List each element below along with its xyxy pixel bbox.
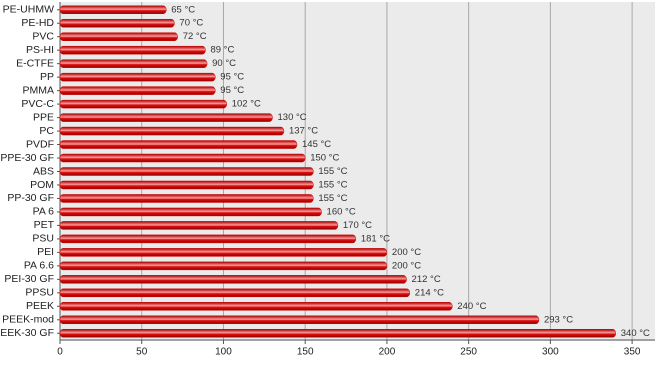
bar (59, 302, 453, 311)
y-tick-label: PSU (32, 233, 54, 245)
bar (59, 275, 407, 284)
bar (59, 5, 167, 14)
value-label: 293 °C (544, 314, 573, 325)
value-label: 70 °C (179, 18, 203, 29)
x-tick-label: 100 (215, 347, 232, 358)
bar (59, 315, 540, 325)
x-tick-label: 300 (542, 347, 559, 358)
value-label: 102 °C (232, 99, 261, 110)
y-tick-label: PPE-30 GF (0, 152, 54, 164)
y-tick-label: PVC-C (21, 98, 54, 110)
bar (59, 207, 322, 217)
value-label: 214 °C (415, 287, 444, 298)
y-tick-label: ABS (33, 165, 54, 177)
y-tick-label: PET (34, 219, 55, 231)
bar (59, 261, 388, 271)
value-label: 130 °C (278, 112, 307, 123)
bar (59, 32, 178, 41)
y-tick-label: PPE (33, 111, 54, 123)
y-tick-label: PPSU (25, 287, 54, 299)
value-label: 200 °C (392, 247, 421, 258)
y-tick-label: PS-HI (26, 44, 54, 56)
x-tick-label: 200 (379, 347, 396, 358)
x-tick-label: 50 (136, 347, 148, 358)
value-label: 181 °C (361, 233, 390, 244)
y-tick-label: PEI-30 GF (4, 273, 54, 285)
y-tick-label: PP-30 GF (7, 192, 54, 204)
bar (59, 59, 208, 68)
value-label: 95 °C (220, 72, 244, 83)
value-label: 89 °C (210, 45, 234, 56)
y-tick-label: PC (39, 125, 54, 137)
bar (59, 234, 357, 244)
y-tick-label: PEEK-mod (2, 314, 54, 326)
bar (59, 288, 411, 298)
y-tick-label: POM (30, 179, 54, 191)
value-label: 95 °C (220, 85, 244, 96)
value-label: 212 °C (412, 274, 441, 285)
y-tick-label: PVDF (26, 138, 54, 150)
bar (59, 221, 339, 230)
x-tick-label: 350 (624, 347, 641, 358)
value-label: 137 °C (289, 126, 318, 137)
bar (59, 153, 306, 163)
x-tick-label: 0 (57, 347, 63, 358)
y-tick-label: PMMA (23, 84, 55, 96)
y-tick-label: PA 6.6 (24, 260, 54, 272)
bar (59, 99, 227, 109)
value-label: 72 °C (183, 31, 207, 42)
y-tick-label: PEEK (26, 300, 54, 312)
bar (59, 18, 175, 28)
x-tick-label: 150 (297, 347, 314, 358)
bar (59, 72, 216, 82)
bar (59, 45, 206, 55)
x-tick-label: 250 (460, 347, 477, 358)
value-label: 160 °C (327, 206, 356, 217)
value-label: 155 °C (318, 179, 347, 190)
value-label: 90 °C (212, 58, 236, 69)
bar (59, 167, 314, 176)
bar (59, 126, 285, 136)
bar (59, 180, 314, 190)
y-tick-label: PP (40, 71, 54, 83)
y-tick-label: E-CTFE (16, 57, 54, 69)
bar (59, 86, 216, 95)
y-tick-label: PVC (32, 30, 54, 42)
y-tick-label: PE-HD (21, 17, 54, 29)
value-label: 65 °C (171, 4, 195, 15)
value-label: 150 °C (310, 153, 339, 164)
bar (59, 248, 388, 257)
value-label: 200 °C (392, 260, 421, 271)
y-tick-label: PE-UHMW (3, 4, 54, 16)
value-label: 240 °C (457, 301, 486, 312)
y-tick-label: PEEK-30 GF (0, 327, 54, 339)
y-tick-label: PEI (37, 246, 54, 258)
bar (59, 329, 617, 338)
y-tick-label: PA 6 (33, 206, 55, 218)
value-label: 145 °C (302, 139, 331, 150)
value-label: 340 °C (621, 328, 650, 339)
value-label: 170 °C (343, 220, 372, 231)
value-label: 155 °C (318, 193, 347, 204)
bar (59, 140, 298, 149)
bar (59, 113, 273, 122)
bar (59, 194, 314, 203)
value-label: 155 °C (318, 166, 347, 177)
